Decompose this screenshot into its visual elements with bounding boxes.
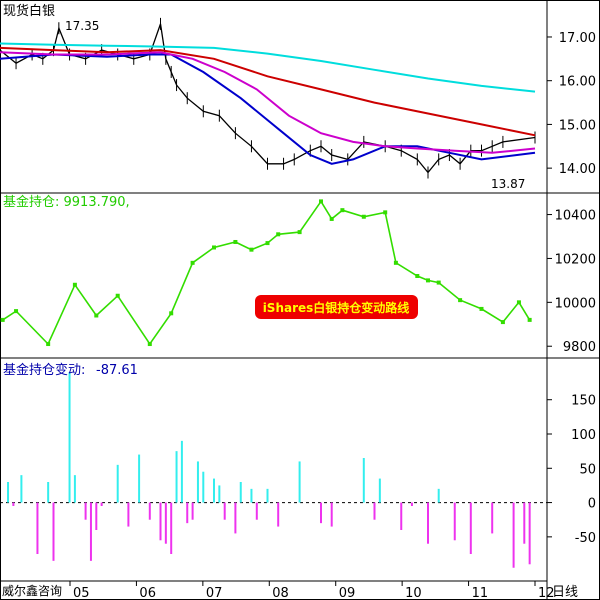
holding-point bbox=[426, 278, 430, 283]
x-tick-label: 11 bbox=[472, 586, 489, 600]
holding-panel: 9800 10000 10200 10400 bbox=[0, 199, 596, 355]
y-tick-label: 150 bbox=[571, 394, 596, 409]
holding-point bbox=[319, 199, 323, 204]
y-tick-label: 15.00 bbox=[559, 118, 596, 133]
holding-point bbox=[276, 232, 281, 237]
holding-point bbox=[115, 293, 120, 298]
holding-point bbox=[516, 300, 521, 305]
x-tick-label: 07 bbox=[206, 586, 223, 600]
holding-point bbox=[0, 317, 5, 322]
moving-average-line bbox=[0, 51, 536, 154]
y-tick-label: -50 bbox=[575, 531, 596, 546]
y-tick-label: 10200 bbox=[555, 252, 596, 267]
holding-point bbox=[46, 342, 51, 347]
x-axis: 05 06 07 08 09 10 11 12 bbox=[69, 581, 555, 600]
holding-point bbox=[169, 311, 174, 316]
holding-point bbox=[72, 282, 77, 287]
y-tick-label: 50 bbox=[579, 462, 596, 477]
x-tick-label: 05 bbox=[73, 586, 90, 600]
y-tick-label: 17.00 bbox=[559, 31, 596, 46]
holding-panel-title: 基金持仓: 9913.790, bbox=[3, 194, 130, 210]
source-label: 威尔鑫咨询 bbox=[2, 583, 62, 598]
y-tick-label: 10400 bbox=[555, 209, 596, 224]
change-panel: -50 0 50 100 150 bbox=[0, 372, 596, 568]
holding-point bbox=[94, 313, 99, 318]
moving-average-line bbox=[0, 42, 536, 93]
holding-point bbox=[249, 247, 254, 252]
y-tick-label: 9800 bbox=[563, 340, 596, 355]
y-tick-label: 16.00 bbox=[559, 75, 596, 90]
holding-point bbox=[479, 306, 484, 311]
price-high-label: 17.35 bbox=[65, 19, 99, 33]
x-tick-label: 06 bbox=[139, 586, 156, 600]
price-panel: 14.00 15.00 16.00 17.00 bbox=[0, 17, 596, 179]
holding-point bbox=[297, 230, 302, 235]
holding-point bbox=[190, 260, 195, 265]
holding-point bbox=[361, 214, 366, 219]
x-tick-label: 10 bbox=[405, 586, 422, 600]
x-tick-label: 09 bbox=[339, 586, 356, 600]
holding-point bbox=[147, 342, 152, 347]
holding-point bbox=[415, 274, 420, 278]
x-axis-unit-label: 日线 bbox=[552, 585, 578, 600]
holding-point bbox=[458, 298, 463, 303]
holding-point bbox=[265, 241, 270, 246]
change-panel-title: 基金持仓变动: bbox=[3, 362, 85, 378]
holding-point bbox=[500, 320, 505, 325]
holding-point bbox=[340, 208, 345, 213]
x-tick-label: 12 bbox=[538, 586, 555, 600]
change-panel-value: -87.61 bbox=[96, 363, 138, 378]
y-tick-label: 10000 bbox=[555, 296, 596, 311]
y-tick-label: 0 bbox=[588, 497, 596, 512]
holding-point bbox=[436, 280, 441, 285]
price-low-label: 13.87 bbox=[491, 177, 525, 191]
ishares-badge bbox=[255, 295, 418, 319]
holding-point bbox=[393, 260, 398, 265]
y-tick-label: 100 bbox=[571, 428, 596, 443]
y-tick-label: 14.00 bbox=[559, 162, 596, 177]
holding-point bbox=[14, 309, 19, 314]
x-tick-label: 08 bbox=[272, 586, 289, 600]
holding-point bbox=[233, 239, 238, 244]
holding-point bbox=[527, 317, 532, 322]
holding-point bbox=[212, 245, 216, 250]
holding-point bbox=[329, 216, 334, 221]
moving-average-line bbox=[0, 46, 536, 137]
ishares-badge-text: iShares白银持仓变动路线 bbox=[263, 300, 410, 315]
price-panel-title: 现货白银 bbox=[3, 3, 55, 19]
holding-point bbox=[383, 210, 388, 215]
